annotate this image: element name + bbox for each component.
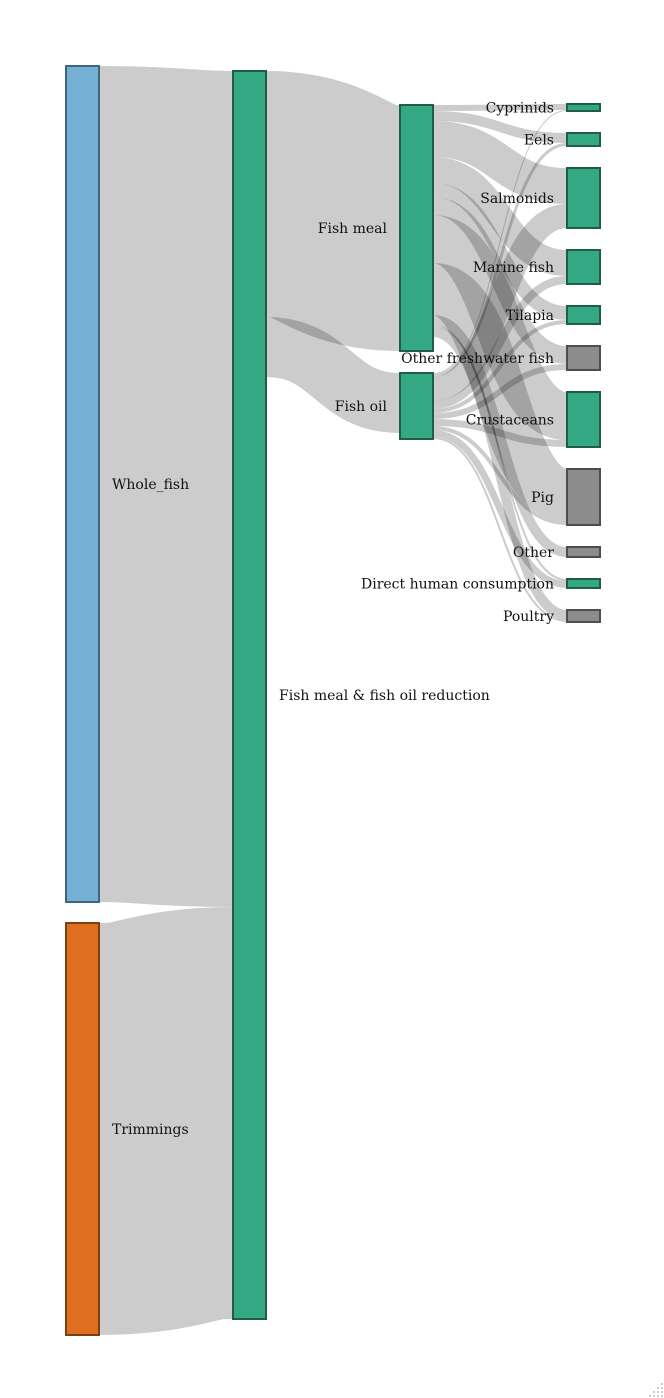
link-whole_fish-to-reduction — [96, 66, 236, 907]
link-trimmings-to-reduction — [95, 907, 237, 1335]
node-bar-fish_oil[interactable] — [399, 372, 434, 440]
node-fish_oil[interactable] — [399, 372, 434, 440]
node-bar-eels[interactable] — [566, 132, 601, 147]
node-label-trimmings: Trimmings — [112, 1122, 189, 1138]
link-fish_oil-to-cyprinids — [432, 110, 568, 374]
node-trimmings[interactable] — [65, 922, 100, 1336]
sankey-labels: Whole_fish Trimmings Fish meal & fish oil … — [112, 100, 554, 1138]
node-marine_fish[interactable] — [566, 249, 601, 285]
node-label-whole_fish: Whole_fish — [112, 477, 189, 493]
node-label-other_fw: Other freshwater fish — [401, 351, 554, 367]
resize-grip-icon[interactable] — [638, 1372, 664, 1398]
link-fish_meal-to-poultry — [432, 327, 568, 620]
link-fish_meal-to-other_fw — [431, 197, 569, 364]
node-bar-crustaceans[interactable] — [566, 391, 601, 448]
link-fish_meal-to-other — [432, 315, 568, 557]
link-fish_meal-to-dhc — [432, 325, 568, 581]
node-bar-dhc[interactable] — [566, 578, 601, 589]
link-fish_meal-to-salmonids — [432, 121, 568, 204]
link-fish_oil-to-pig — [432, 426, 568, 525]
link-fish_oil-to-eels — [432, 143, 568, 377]
node-bar-other[interactable] — [566, 546, 601, 558]
node-other_fw[interactable] — [566, 345, 601, 371]
link-fish_oil-to-other_fw — [432, 364, 568, 419]
node-label-fish_meal: Fish meal — [318, 221, 388, 237]
node-poultry[interactable] — [566, 609, 601, 623]
node-label-crustaceans: Crustaceans — [466, 412, 554, 428]
node-label-tilapia: Tilapia — [506, 308, 554, 324]
node-bar-tilapia[interactable] — [566, 305, 601, 325]
node-pig[interactable] — [566, 468, 601, 526]
node-dhc[interactable] — [566, 578, 601, 589]
link-reduction-to-fish_oil — [264, 317, 402, 433]
node-reduction[interactable] — [232, 70, 267, 1320]
node-bar-marine_fish[interactable] — [566, 249, 601, 285]
node-label-other: Other — [513, 545, 554, 561]
link-reduction-to-fish_meal — [261, 71, 405, 351]
node-label-eels: Eels — [524, 132, 554, 148]
link-fish_oil-to-poultry — [432, 437, 568, 622]
node-bar-salmonids[interactable] — [566, 167, 601, 229]
node-crustaceans[interactable] — [566, 391, 601, 448]
node-bar-fish_meal[interactable] — [399, 104, 434, 352]
node-salmonids[interactable] — [566, 167, 601, 229]
node-fish_meal[interactable] — [399, 104, 434, 352]
node-eels[interactable] — [566, 132, 601, 147]
link-fish_oil-to-crustaceans — [432, 419, 568, 447]
link-fish_meal-to-crustaceans — [429, 215, 571, 440]
node-bar-poultry[interactable] — [566, 609, 601, 623]
node-bar-other_fw[interactable] — [566, 345, 601, 371]
node-label-dhc: Direct human consumption — [361, 576, 554, 592]
node-bar-trimmings[interactable] — [65, 922, 100, 1336]
node-bar-whole_fish[interactable] — [65, 65, 100, 903]
link-fish_oil-to-tilapia — [432, 320, 568, 413]
link-fish_oil-to-marine_fish — [432, 276, 568, 409]
link-fish_oil-to-dhc — [432, 430, 568, 588]
link-fish_meal-to-pig — [428, 263, 572, 521]
link-fish_meal-to-eels — [432, 111, 568, 143]
node-label-fish_oil: Fish oil — [335, 399, 388, 415]
node-label-cyprinids: Cyprinids — [486, 100, 554, 116]
node-whole_fish[interactable] — [65, 65, 100, 903]
node-bar-pig[interactable] — [566, 468, 601, 526]
sankey-nodes — [65, 65, 601, 1336]
node-bar-reduction[interactable] — [232, 70, 267, 1320]
link-fish_meal-to-cyprinids — [432, 104, 568, 111]
link-fish_meal-to-tilapia — [432, 183, 568, 320]
node-label-reduction: Fish meal & fish oil reduction — [279, 688, 490, 704]
node-label-salmonids: Salmonids — [480, 191, 554, 207]
link-fish_oil-to-salmonids — [431, 204, 569, 401]
node-other[interactable] — [566, 546, 601, 558]
node-label-pig: Pig — [531, 490, 554, 506]
node-label-poultry: Poultry — [503, 609, 554, 625]
link-fish_meal-to-marine_fish — [432, 157, 568, 276]
node-bar-cyprinids[interactable] — [566, 103, 601, 112]
node-label-marine_fish: Marine fish — [473, 260, 554, 276]
node-tilapia[interactable] — [566, 305, 601, 325]
node-cyprinids[interactable] — [566, 103, 601, 112]
sankey-links — [95, 66, 572, 1335]
